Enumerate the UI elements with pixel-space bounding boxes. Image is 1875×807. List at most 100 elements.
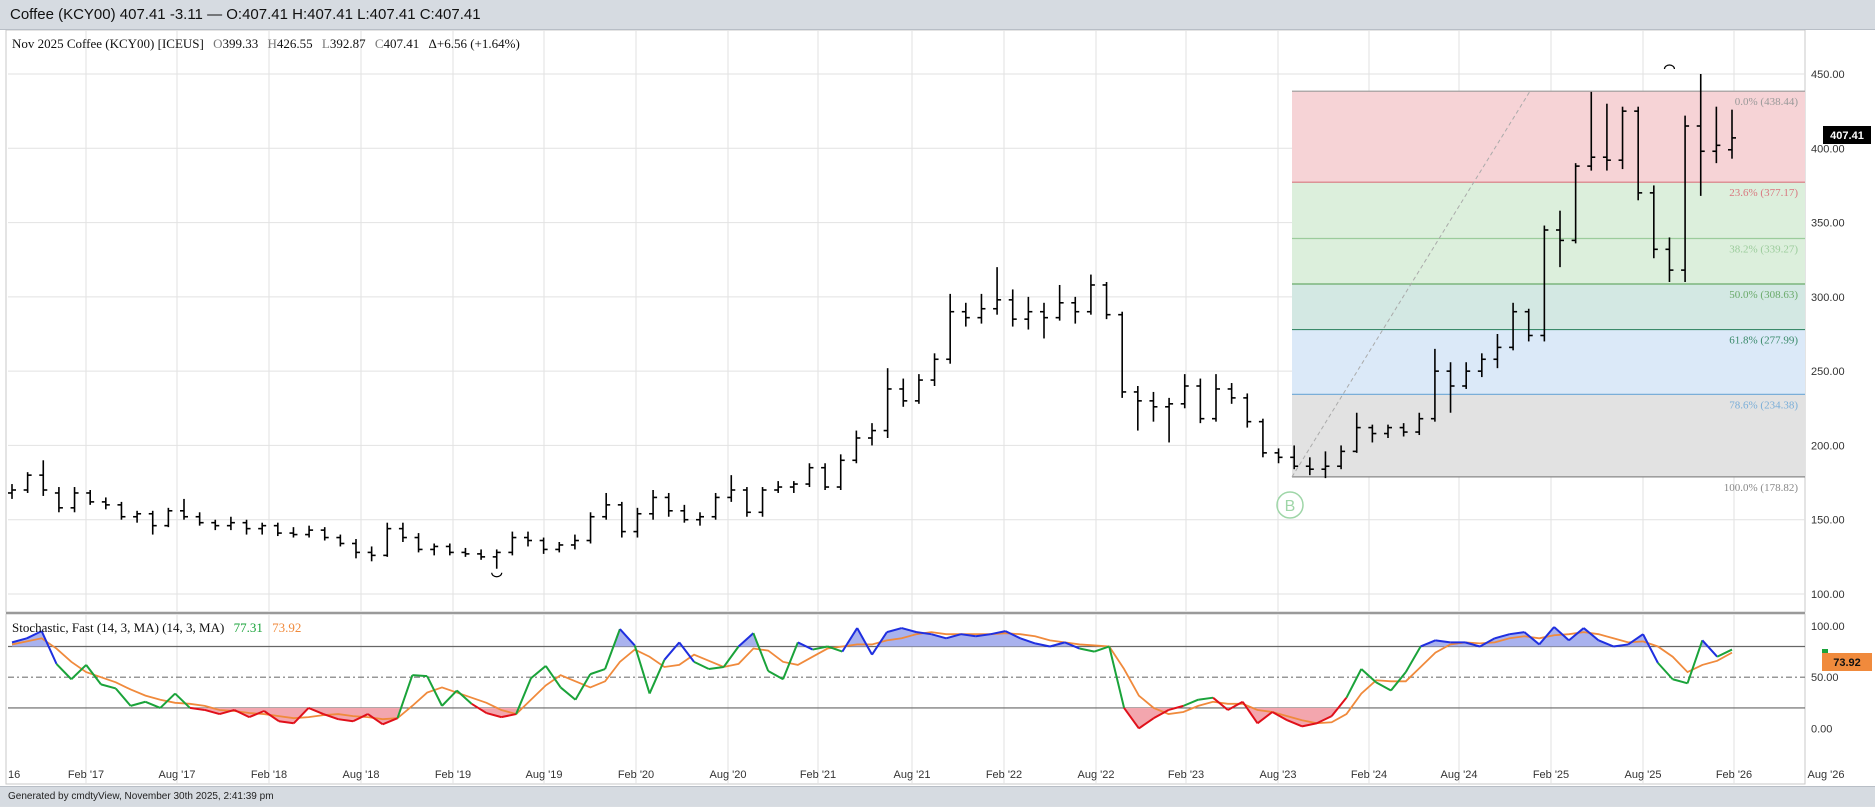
stoch-k-segment bbox=[1034, 642, 1051, 648]
stoch-k-segment bbox=[589, 668, 606, 676]
stoch-k-segment bbox=[1479, 637, 1496, 648]
stoch-k-segment bbox=[189, 706, 205, 711]
stoch-k-segment bbox=[737, 632, 755, 648]
stoch-k-segment bbox=[1627, 633, 1644, 646]
x-tick-label: Feb '19 bbox=[435, 769, 471, 781]
stoch-y-tick-label: 0.00 bbox=[1811, 723, 1832, 735]
stoch-k-segment bbox=[248, 710, 265, 719]
header-h-value: 426.55 bbox=[277, 36, 313, 51]
stoch-k-segment bbox=[471, 702, 488, 714]
stoch-badge-text: 73.92 bbox=[1833, 657, 1861, 669]
price-axis: 450.00 400.00 350.00 300.00 250.00 200.00 150.… bbox=[1811, 69, 1845, 735]
oversold-fill bbox=[1124, 707, 1176, 729]
stoch-k-segment bbox=[115, 687, 132, 707]
stoch-k-segment bbox=[100, 683, 117, 690]
fib-zone bbox=[1292, 394, 1805, 477]
stoch-k-segment bbox=[1182, 698, 1199, 707]
y-tick-label: 450.00 bbox=[1811, 69, 1845, 81]
chart-area[interactable]: 0.0% (438.44) 23.6% (377.17) 38.2% (339.27… bbox=[0, 30, 1875, 786]
stoch-k-segment bbox=[1553, 626, 1570, 642]
fib-zone bbox=[1292, 182, 1805, 285]
window-title: Coffee (KCY00) 407.41 -3.11 — O:407.41 H… bbox=[0, 0, 1875, 30]
stoch-k-segment bbox=[648, 659, 666, 694]
x-tick-label: Feb '26 bbox=[1716, 769, 1752, 781]
stoch-k-segment bbox=[990, 630, 1006, 636]
stoch-k-segment bbox=[1716, 648, 1733, 658]
stoch-k-segment bbox=[856, 627, 873, 656]
stoch-badge bbox=[1822, 653, 1872, 671]
fib-zone bbox=[1292, 91, 1805, 183]
stoch-k-segment bbox=[1316, 715, 1333, 725]
stoch-name: Stochastic, Fast (14, 3, MA) (14, 3, MA) bbox=[12, 620, 224, 635]
stoch-k-segment bbox=[1420, 639, 1436, 648]
stoch-k-segment bbox=[901, 627, 917, 634]
overbought-fill bbox=[1420, 640, 1480, 647]
stoch-k-segment bbox=[871, 631, 888, 656]
swing-low-marker bbox=[491, 572, 503, 578]
x-tick-label: Aug '17 bbox=[159, 769, 196, 781]
stoch-k-segment bbox=[1049, 641, 1066, 648]
stoch-k-segment bbox=[530, 665, 547, 679]
stoch-k-segment bbox=[1108, 646, 1126, 709]
stoch-k-segment bbox=[604, 628, 621, 670]
header-o-value: 399.33 bbox=[223, 36, 259, 51]
stoch-k-segment bbox=[619, 628, 636, 647]
fib-level-label: 78.6% (234.38) bbox=[1729, 399, 1798, 411]
stoch-k-segment bbox=[782, 642, 799, 680]
stoch-k-segment bbox=[931, 633, 947, 640]
stoch-k-segment bbox=[574, 673, 592, 701]
stoch-k-segment bbox=[515, 677, 532, 715]
stoch-k-segment bbox=[1241, 701, 1259, 724]
header-o-label: O bbox=[213, 36, 222, 51]
x-tick-label: Feb '17 bbox=[68, 769, 104, 781]
y-tick-label: 150.00 bbox=[1811, 515, 1845, 527]
stoch-k-segment bbox=[1390, 671, 1407, 692]
stoch-k-value: 77.31 bbox=[234, 620, 263, 635]
stoch-k-segment bbox=[233, 709, 250, 719]
stoch-k-segment bbox=[278, 720, 294, 725]
stoch-k-segment bbox=[1568, 627, 1585, 642]
stoch-k-segment bbox=[960, 633, 976, 638]
stoch-k-segment bbox=[559, 686, 577, 701]
stoch-k-segment bbox=[886, 627, 902, 634]
stoch-k-segment bbox=[1271, 711, 1288, 722]
x-tick-label: Feb '24 bbox=[1351, 769, 1387, 781]
x-tick-label: Aug '19 bbox=[526, 769, 563, 781]
stoch-k-segment bbox=[412, 674, 428, 678]
stoch-k-segment bbox=[159, 692, 176, 709]
stoch-k-segment bbox=[945, 633, 962, 640]
stoch-k-segment bbox=[1198, 696, 1214, 701]
stoch-k-segment bbox=[1301, 722, 1318, 728]
y-tick-label: 200.00 bbox=[1811, 440, 1845, 452]
x-tick-label: Feb '25 bbox=[1533, 769, 1569, 781]
stoch-k-segment bbox=[130, 700, 146, 707]
oversold-fill bbox=[189, 707, 309, 724]
stoch-k-segment bbox=[544, 665, 562, 689]
stoch-k-segment bbox=[293, 707, 310, 724]
x-tick-label: Aug '18 bbox=[343, 769, 380, 781]
fibonacci-zones: 0.0% (438.44) 23.6% (377.17) 38.2% (339.27… bbox=[1276, 90, 1805, 519]
stoch-k-segment bbox=[1523, 631, 1540, 646]
stoch-k-segment bbox=[693, 660, 710, 670]
stoch-k-segment bbox=[633, 645, 651, 694]
stoch-k-segment bbox=[70, 664, 87, 680]
x-tick-label: Feb '20 bbox=[618, 769, 654, 781]
footer-text: Generated by cmdtyView, November 30th 20… bbox=[0, 786, 1875, 806]
x-tick-label: Feb '23 bbox=[1168, 769, 1204, 781]
stoch-k-segment bbox=[1672, 678, 1688, 685]
x-tick-label: Aug '21 bbox=[894, 769, 931, 781]
stoch-k-badge-marker bbox=[1822, 649, 1828, 653]
fib-level-label: 100.0% (178.82) bbox=[1724, 482, 1799, 494]
header-h-label: H bbox=[268, 36, 277, 51]
stoch-k-segment bbox=[204, 709, 220, 716]
price-header: Nov 2025 Coffee (KCY00) [ICEUS] O399.33 … bbox=[12, 36, 520, 51]
stoch-header: Stochastic, Fast (14, 3, MA) (14, 3, MA)… bbox=[12, 620, 301, 635]
stoch-k-segment bbox=[752, 632, 770, 672]
overbought-fill bbox=[1613, 634, 1650, 647]
fib-level-label: 23.6% (377.17) bbox=[1729, 187, 1798, 199]
stoch-k-segment bbox=[501, 713, 517, 719]
stoch-k-segment bbox=[1613, 643, 1629, 648]
stoch-k-segment bbox=[426, 675, 443, 707]
stoch-k-segment bbox=[1435, 639, 1451, 644]
stoch-k-segment bbox=[1686, 640, 1704, 684]
